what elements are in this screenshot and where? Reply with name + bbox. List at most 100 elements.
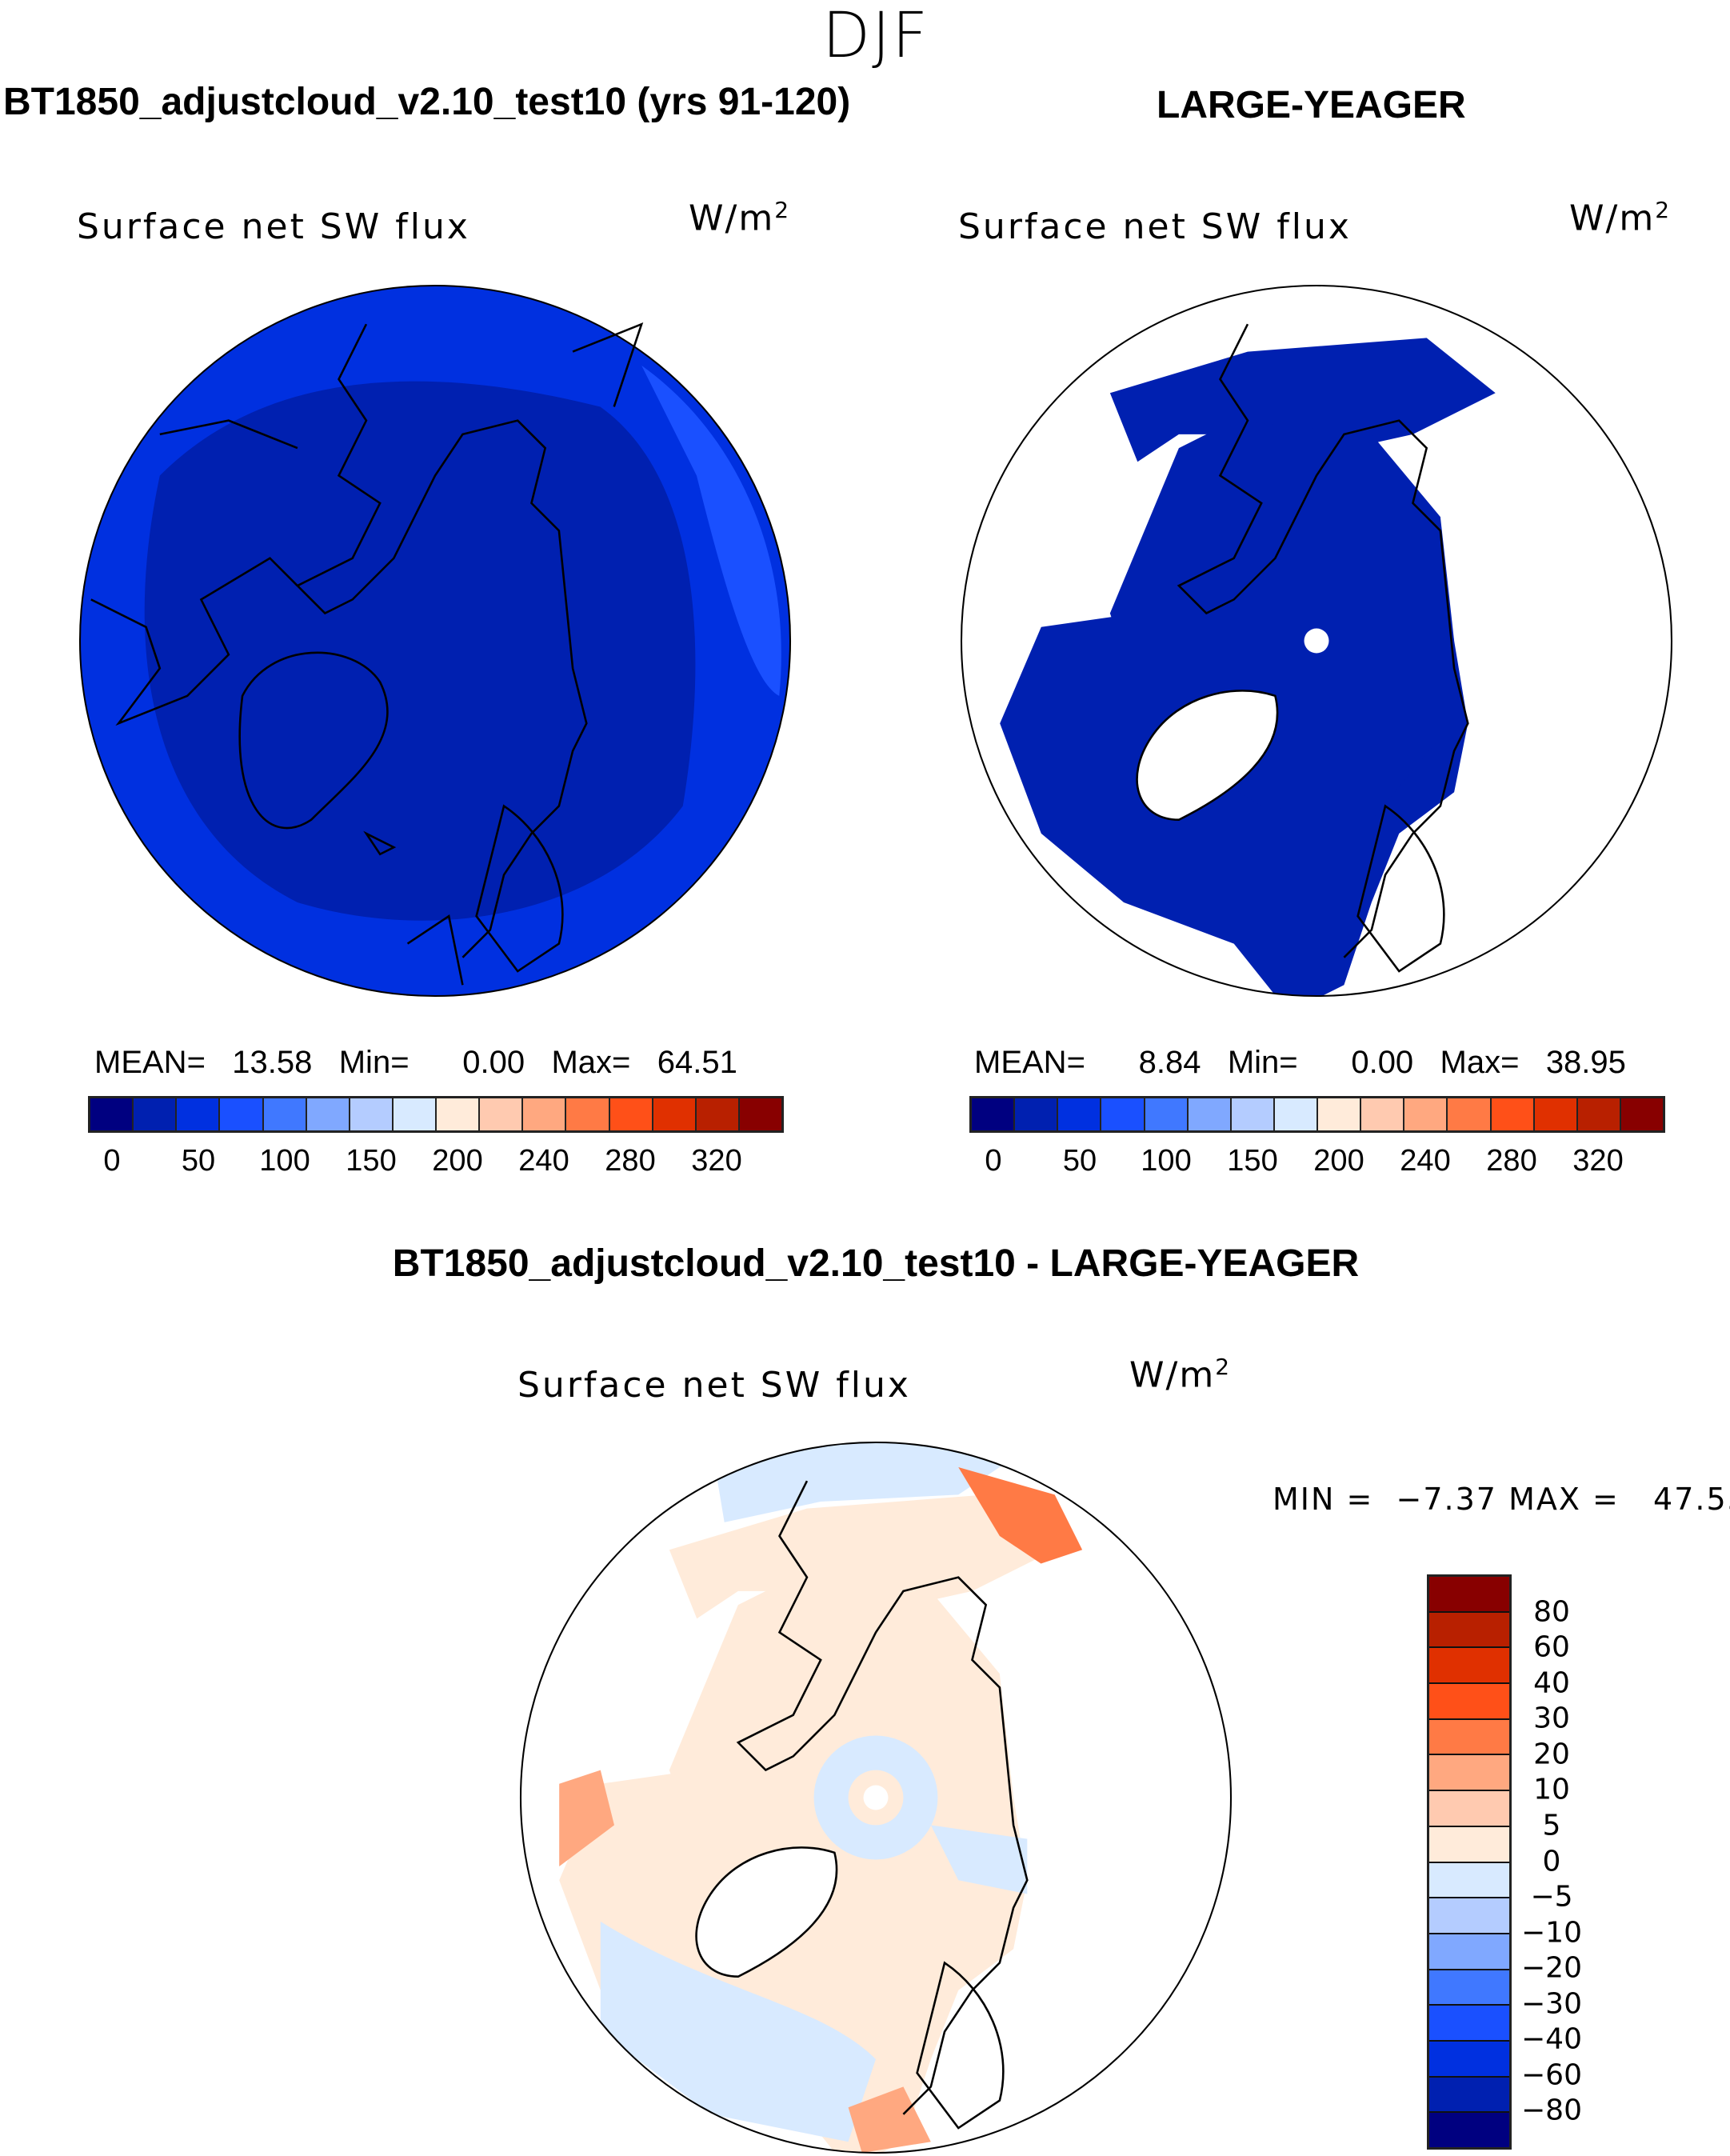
panel3-title: BT1850_adjustcloud_v2.10_test10 - LARGE-… [392,1242,1360,1285]
max-label: MAX = [1508,1482,1620,1517]
colorbar-swatch [1188,1098,1232,1130]
colorbar-swatch [1318,1098,1362,1130]
colorbar-tick-label: 240 [1400,1144,1451,1178]
panel2-title: LARGE-YEAGER [1157,84,1466,126]
colorbar-swatch [480,1098,524,1130]
colorbar-tick-label: 5 [1542,1809,1561,1842]
colorbar-tick-label: −60 [1521,2058,1582,2092]
panel1-units: W/m2 [689,197,790,239]
colorbar-swatch [1429,2077,1509,2114]
panel1-colorbar [88,1096,784,1133]
colorbar-swatch [972,1098,1016,1130]
colorbar-tick-label: 0 [103,1144,121,1178]
colorbar-swatch [1429,1719,1509,1756]
panel1-variable: Surface net SW flux [77,206,470,247]
pole-hole [863,1785,889,1810]
panel3-stats: MIN = −7.37 MAX = 47.53 [1273,1482,1730,1517]
colorbar-tick-label: 50 [1062,1144,1097,1178]
colorbar-tick-label: 240 [518,1144,569,1178]
units-exponent: 2 [774,197,791,223]
colorbar-swatch [1361,1098,1405,1130]
mean-value: 8.84 [1138,1045,1201,1080]
max-label: Max= [551,1045,631,1080]
units-text: W/m [1129,1354,1216,1396]
colorbar-swatch [609,1098,653,1130]
colorbar-swatch [1534,1098,1578,1130]
units-text: W/m [689,198,775,239]
units-exponent: 2 [1655,197,1672,223]
min-label: Min= [1227,1045,1298,1080]
mean-label: MEAN= [974,1045,1085,1080]
colorbar-swatch [1429,1970,1509,2006]
panel1-stats: MEAN= 13.58 Min= 0.00 Max= 64.51 [94,1045,737,1081]
panel2-colorbar [969,1096,1665,1133]
colorbar-tick-label: 50 [181,1144,216,1178]
colorbar-swatch [437,1098,481,1130]
max-value: 38.95 [1545,1045,1626,1080]
colorbar-swatch [1429,1862,1509,1899]
panel2-stats: MEAN= 8.84 Min= 0.00 Max= 38.95 [974,1045,1626,1081]
colorbar-swatch [350,1098,394,1130]
colorbar-tick-label: −30 [1521,1987,1582,2021]
colorbar-tick-label: 320 [1572,1144,1624,1178]
panel3-variable: Surface net SW flux [517,1365,911,1406]
coastlines [695,1480,1029,2130]
colorbar-swatch [1145,1098,1189,1130]
colorbar-swatch [696,1098,740,1130]
colorbar-swatch [1448,1098,1492,1130]
colorbar-tick-label: 60 [1533,1630,1570,1664]
colorbar-swatch [1577,1098,1621,1130]
panel2-variable: Surface net SW flux [958,206,1352,247]
colorbar-swatch [306,1098,350,1130]
colorbar-tick-label: 200 [1313,1144,1364,1178]
colorbar-tick-label: 30 [1533,1702,1570,1735]
min-value: 0.00 [462,1045,525,1080]
colorbar-tick-label: 0 [985,1144,1002,1178]
colorbar-tick-label: −80 [1521,2094,1582,2127]
min-label: Min= [338,1045,410,1080]
colorbar-swatch [1404,1098,1448,1130]
greenland-land [1137,690,1278,820]
colorbar-tick-label: −40 [1521,2022,1582,2056]
colorbar-swatch [220,1098,264,1130]
colorbar-tick-label: 150 [346,1144,397,1178]
colorbar-tick-label: −10 [1521,1916,1582,1950]
colorbar-swatch [1429,1826,1509,1863]
map-panel3 [519,1441,1233,2154]
field-core [144,381,696,921]
map-panel2 [960,284,1673,998]
mean-value: 13.58 [232,1045,313,1080]
field-edge [641,365,781,696]
negative-diff-field [710,1442,1041,1522]
max-label: Max= [1440,1045,1520,1080]
colorbar-swatch [1429,1898,1509,1934]
colorbar-tick-label: 100 [1141,1144,1192,1178]
colorbar-swatch [90,1098,134,1130]
map-boundary [960,284,1673,998]
colorbar-swatch [1429,1648,1509,1685]
min-value: −7.37 [1396,1482,1497,1517]
colorbar-swatch [393,1098,437,1130]
colorbar-tick-label: 10 [1533,1773,1570,1806]
colorbar-swatch [1274,1098,1318,1130]
max-value: 47.53 [1653,1482,1730,1517]
map-panel1 [78,284,792,998]
colorbar-swatch [1429,1612,1509,1649]
colorbar-swatch [653,1098,697,1130]
colorbar-swatch [1429,1934,1509,1970]
colorbar-swatch [523,1098,567,1130]
colorbar-tick-label: 80 [1533,1595,1570,1629]
colorbar-swatch [177,1098,221,1130]
coastlines [1136,323,1469,973]
map-boundary [519,1441,1233,2154]
colorbar-tick-label: 280 [1486,1144,1537,1178]
colorbar-swatch [263,1098,307,1130]
min-value: 0.00 [1351,1045,1414,1080]
mean-label: MEAN= [94,1045,206,1080]
colorbar-swatch [1429,2006,1509,2042]
units-exponent: 2 [1215,1354,1232,1380]
coastlines [90,322,644,986]
panel3-colorbar [1427,1574,1512,2150]
colorbar-swatch [566,1098,610,1130]
colorbar-tick-label: 40 [1533,1666,1570,1700]
